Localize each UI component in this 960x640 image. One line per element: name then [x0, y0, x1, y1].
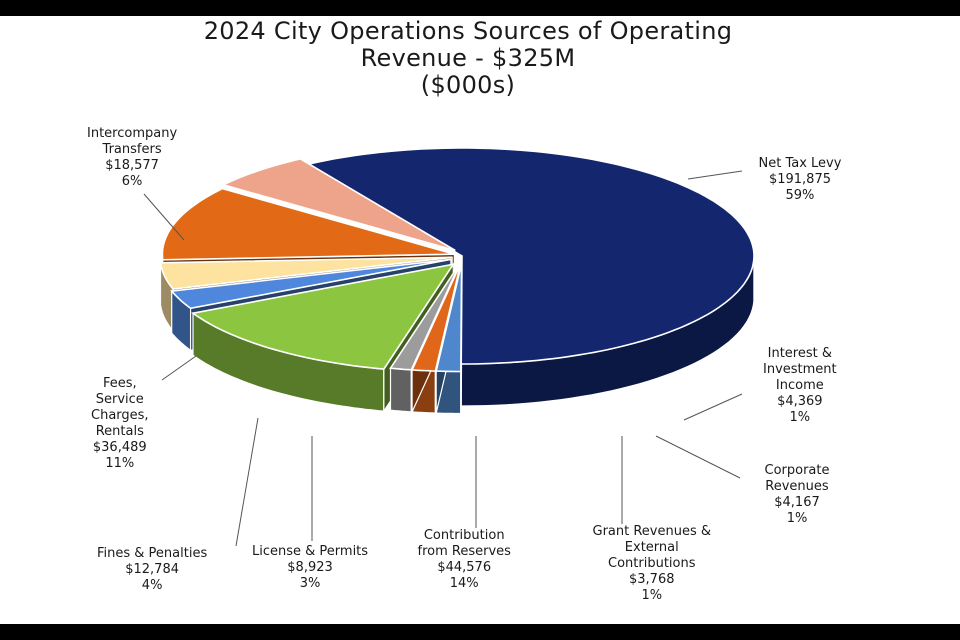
label-name-line: Income: [775, 378, 824, 393]
leader-line-corporate-revenues: [655, 435, 741, 479]
slice-fees-service-charges-rentals: [161, 187, 455, 261]
label-name-line: Revenues: [765, 479, 829, 494]
label-name-line: External: [624, 540, 679, 555]
label-name-line: from Reserves: [417, 544, 511, 559]
label-net-tax-levy: Net Tax Levy $191,875 59%: [759, 156, 842, 204]
label-percent: 1%: [786, 511, 808, 526]
slice-interest-investment-income: [435, 263, 463, 373]
label-corporate-revenues: Corporate Revenues $4,167 1%: [765, 463, 830, 527]
label-name-line: Contributions: [608, 556, 696, 571]
label-license-permits: License & Permits $8,923 3%: [252, 544, 368, 592]
label-value: $44,576: [437, 560, 492, 575]
label-percent: 3%: [299, 576, 321, 591]
slice-contribution-from-reserves: [191, 263, 456, 370]
label-name-line: Fines & Penalties: [97, 546, 208, 561]
leader-line-intercompany-transfers: [143, 193, 185, 241]
label-percent: 1%: [641, 588, 663, 603]
label-percent: 1%: [789, 410, 811, 425]
label-percent: 11%: [105, 456, 135, 471]
label-interest-investment-income: Interest & Investment Income $4,369 1%: [763, 346, 837, 426]
label-percent: 14%: [449, 576, 479, 591]
slice-intercompany-transfers: [220, 158, 456, 252]
label-value: $36,489: [92, 440, 147, 455]
chart-title: 2024 City Operations Sources of Operatin…: [0, 18, 936, 99]
slice-corporate-revenues: [410, 263, 462, 372]
title-line-2: Revenue - $325M: [360, 44, 576, 72]
label-grant-revenues-external-contributions: Grant Revenues & External Contributions $3,…: [593, 524, 712, 604]
slice-license-permits: [170, 258, 452, 310]
label-name-line: Interest &: [767, 346, 832, 361]
label-name-line: Charges,: [91, 408, 149, 423]
label-percent: 6%: [121, 174, 143, 189]
label-value: $3,768: [629, 572, 675, 587]
slice-net-tax-levy: [304, 147, 755, 365]
label-percent: 4%: [141, 578, 163, 593]
label-name-line: Corporate: [764, 463, 830, 478]
label-name-line: Transfers: [102, 142, 162, 157]
label-fines-penalties: Fines & Penalties $12,784 4%: [97, 546, 207, 594]
label-intercompany-transfers: Intercompany Transfers $18,577 6%: [87, 126, 177, 190]
leader-line-interest-investment-income: [683, 393, 743, 421]
title-line-1: 2024 City Operations Sources of Operatin…: [203, 17, 733, 45]
label-name-line: Service: [95, 392, 144, 407]
label-name-line: License & Permits: [252, 544, 369, 559]
chart-frame: 2024 City Operations Sources of Operatin…: [0, 16, 960, 624]
label-value: $191,875: [768, 172, 831, 187]
leader-line-fines-penalties: [235, 417, 259, 547]
label-value: $4,369: [777, 394, 823, 409]
label-value: $12,784: [125, 562, 179, 577]
label-contribution-from-reserves: Contribution from Reserves $44,576 14%: [418, 528, 511, 592]
label-name-line: Rentals: [95, 424, 144, 439]
slice-grant-revenues-external-contributions: [389, 262, 461, 371]
label-name-line: Grant Revenues &: [592, 524, 712, 539]
label-name-line: Net Tax Levy: [758, 156, 842, 171]
label-value: $18,577: [105, 158, 159, 173]
label-name-line: Contribution: [423, 528, 505, 543]
slice-side-grant-revenues-external-contributions: [389, 367, 412, 413]
slice-fines-penalties: [159, 256, 453, 290]
leader-line-net-tax-levy: [687, 170, 743, 180]
label-value: $4,167: [774, 495, 820, 510]
label-fees-service-charges-rentals: Fees, Service Charges, Rentals $36,489 11%: [91, 376, 149, 472]
label-name-line: Fees,: [102, 376, 137, 391]
label-percent: 59%: [785, 188, 815, 203]
label-value: $8,923: [287, 560, 333, 575]
leader-line-fees-service-charges-rentals: [161, 355, 197, 381]
label-name-line: Investment: [763, 362, 837, 377]
title-line-3: ($000s): [420, 71, 516, 99]
pie-chart: [143, 147, 755, 547]
label-name-line: Intercompany: [87, 126, 178, 141]
